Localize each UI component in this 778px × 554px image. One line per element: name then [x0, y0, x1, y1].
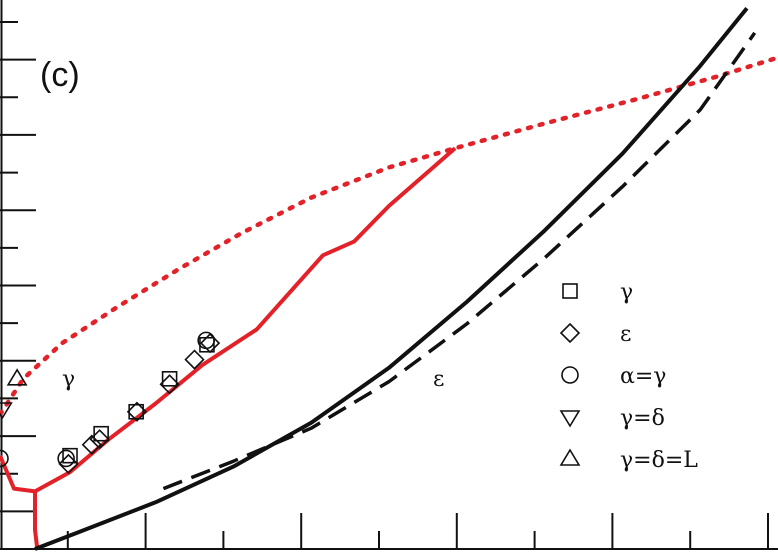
- points-layer: [0, 331, 221, 475]
- legend: γε α=γ γ=δ γ=δ=L: [559, 280, 698, 473]
- legend-label: γ=δ: [620, 406, 665, 431]
- panel-label: (c): [40, 56, 80, 94]
- legend-marker-triangle-down: [559, 410, 581, 428]
- data-point-triangle-down: [0, 402, 13, 420]
- data-point-diamond: [89, 429, 110, 450]
- data-point-diamond: [199, 332, 221, 354]
- data-point-circle: [197, 331, 215, 350]
- series-line-red-solid: [0, 146, 457, 494]
- series-line-red-dotted: [0, 55, 778, 417]
- axis-ticks: [0, 21, 769, 549]
- legend-marker-square: [562, 283, 578, 299]
- data-point-square: [62, 447, 78, 464]
- region-label-epsilon: ε: [433, 367, 444, 392]
- data-point-square: [93, 425, 109, 442]
- series-line-red-solid: [33, 491, 40, 550]
- data-point-square: [161, 371, 178, 387]
- series-line-black-solid: [34, 6, 749, 551]
- legend-label: α=γ: [620, 364, 666, 389]
- data-point-square: [128, 403, 144, 420]
- data-point-circle: [0, 449, 9, 468]
- data-point-diamond: [159, 374, 180, 395]
- series-line-black-dashed: [162, 31, 757, 491]
- legend-label: γ: [620, 280, 633, 305]
- data-point-diamond: [184, 349, 205, 370]
- data-point-circle: [57, 449, 75, 468]
- data-point-diamond: [81, 434, 102, 455]
- legend-label: γ=δ=L: [620, 448, 698, 473]
- data-point-diamond: [126, 401, 148, 422]
- legend-marker-triangle-up: [559, 448, 581, 466]
- legend-marker-circle: [561, 366, 579, 384]
- data-point-triangle-up: [6, 368, 28, 386]
- legend-label: ε: [620, 322, 631, 347]
- region-label-gamma: γ: [62, 367, 75, 392]
- legend-marker-diamond: [559, 322, 581, 344]
